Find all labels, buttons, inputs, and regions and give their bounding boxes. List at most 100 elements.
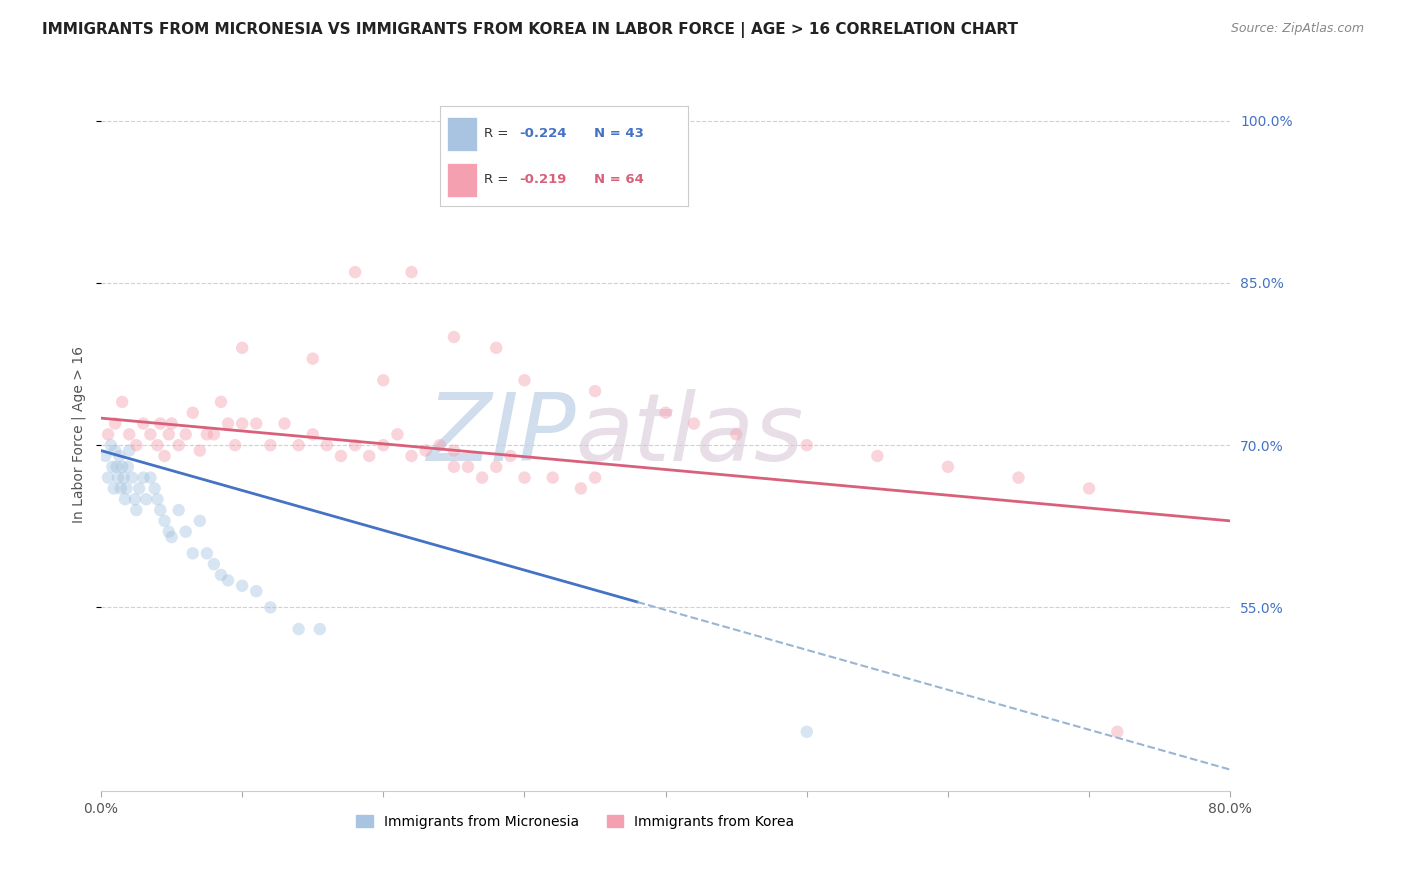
Point [301,427,323,442]
Text: Source: ZipAtlas.com: Source: ZipAtlas.com [1230,22,1364,36]
Point [104,417,127,431]
Point [373,373,395,387]
Point [195,427,218,442]
Point [287,438,309,452]
Point [259,600,281,615]
Point [181,546,204,560]
Point [231,417,253,431]
Point [443,330,465,344]
Point [682,417,704,431]
Point [160,530,183,544]
Point [224,438,246,452]
Point [114,492,136,507]
Legend: Immigrants from Micronesia, Immigrants from Korea: Immigrants from Micronesia, Immigrants f… [350,809,800,834]
Point [866,449,889,463]
Point [308,622,330,636]
Point [401,449,423,463]
Point [387,427,409,442]
Point [209,395,232,409]
Point [121,470,143,484]
Point [111,459,134,474]
Text: IMMIGRANTS FROM MICRONESIA VS IMMIGRANTS FROM KOREA IN LABOR FORCE | AGE > 16 CO: IMMIGRANTS FROM MICRONESIA VS IMMIGRANTS… [42,22,1018,38]
Point [97,427,120,442]
Text: atlas: atlas [575,389,804,480]
Point [401,265,423,279]
Point [132,470,155,484]
Point [344,438,367,452]
Point [231,341,253,355]
Point [359,449,381,463]
Point [429,438,451,452]
Point [217,417,239,431]
Point [245,584,267,599]
Point [443,443,465,458]
Point [1078,482,1101,496]
Point [373,438,395,452]
Point [100,438,122,452]
Point [330,449,353,463]
Point [139,470,162,484]
Point [103,482,125,496]
Point [174,524,197,539]
Point [157,427,180,442]
Point [124,492,146,507]
Point [174,427,197,442]
Point [195,546,218,560]
Point [167,503,190,517]
Point [415,443,437,458]
Point [315,438,337,452]
Point [513,373,536,387]
Point [97,470,120,484]
Point [105,459,128,474]
Point [485,459,508,474]
Point [146,492,169,507]
Point [188,514,211,528]
Point [471,470,494,484]
Point [108,449,131,463]
Point [202,557,225,571]
Point [513,470,536,484]
Point [796,438,818,452]
Point [110,482,132,496]
Point [160,417,183,431]
Point [132,417,155,431]
Point [118,443,141,458]
Point [654,406,676,420]
Point [112,470,135,484]
Point [135,492,157,507]
Point [128,482,150,496]
Point [796,724,818,739]
Point [344,265,367,279]
Y-axis label: In Labor Force | Age > 16: In Labor Force | Age > 16 [72,346,86,523]
Point [583,384,606,398]
Point [273,417,295,431]
Point [143,482,166,496]
Point [117,459,139,474]
Point [287,622,309,636]
Point [499,449,522,463]
Point [115,482,138,496]
Point [259,438,281,452]
Point [541,470,564,484]
Point [149,503,172,517]
Point [153,449,176,463]
Point [139,427,162,442]
Point [202,427,225,442]
Point [125,438,148,452]
Point [181,406,204,420]
Point [146,438,169,452]
Point [209,568,232,582]
Point [104,443,127,458]
Point [936,459,959,474]
Point [217,574,239,588]
Point [149,417,172,431]
Point [94,449,117,463]
Point [1007,470,1029,484]
Point [583,470,606,484]
Point [443,459,465,474]
Point [118,427,141,442]
Point [569,482,592,496]
Point [111,395,134,409]
Point [101,459,124,474]
Point [157,524,180,539]
